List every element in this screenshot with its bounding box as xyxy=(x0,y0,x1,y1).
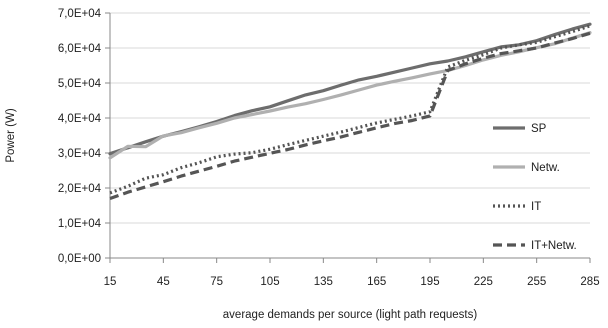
y-tick-label: 1,0E+04 xyxy=(58,218,102,230)
y-tick-label: 0,0E+00 xyxy=(58,253,101,265)
x-tick-label: 285 xyxy=(580,276,599,288)
legend-label: IT+Netw. xyxy=(531,240,577,252)
y-tick-label: 5,0E+04 xyxy=(58,78,102,90)
y-tick-label: 6,0E+04 xyxy=(58,43,102,55)
x-axis-ticks: 15 45 75 105 135 165 195 225 255 285 xyxy=(104,258,600,288)
legend: SP Netw. IT IT+Netw. xyxy=(493,123,577,252)
legend-label: Netw. xyxy=(531,162,560,174)
x-tick-label: 255 xyxy=(527,276,546,288)
series-line-sp xyxy=(108,22,592,156)
x-tick-label: 45 xyxy=(157,276,170,288)
x-tick-label: 195 xyxy=(420,276,439,288)
y-axis-ticks: 0,0E+00 1,0E+04 2,0E+04 3,0E+04 4,0E+04 5,0E+… xyxy=(58,8,110,265)
legend-label: IT xyxy=(531,201,541,213)
series-line-it-netw xyxy=(109,31,591,201)
x-tick-label: 165 xyxy=(367,276,386,288)
series-line-it xyxy=(109,24,591,195)
y-axis-label: Power (W) xyxy=(5,108,17,162)
x-tick-label: 75 xyxy=(210,276,223,288)
x-axis-label: average demands per source (light path r… xyxy=(223,309,478,321)
x-tick-label: 105 xyxy=(260,276,279,288)
series-lines xyxy=(108,22,592,201)
x-tick-label: 135 xyxy=(314,276,333,288)
x-tick-label: 15 xyxy=(104,276,117,288)
x-tick-label: 225 xyxy=(474,276,493,288)
axes xyxy=(109,13,590,259)
y-tick-label: 4,0E+04 xyxy=(58,113,102,125)
y-tick-label: 7,0E+04 xyxy=(58,8,102,20)
series-line-netw xyxy=(108,30,592,160)
y-tick-label: 3,0E+04 xyxy=(58,148,102,160)
y-tick-label: 2,0E+04 xyxy=(58,183,102,195)
legend-label: SP xyxy=(531,123,547,135)
